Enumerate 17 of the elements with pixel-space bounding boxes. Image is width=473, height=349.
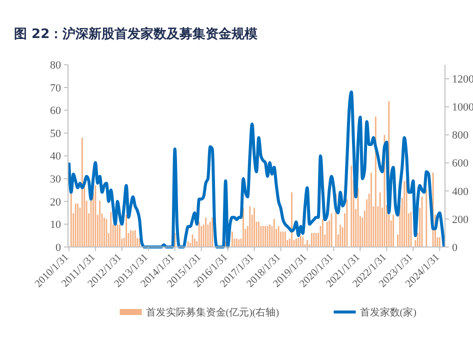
- y-tick-label: 50: [50, 128, 62, 140]
- y-tick-label: 30: [50, 173, 62, 186]
- y2-tick-label: 600: [452, 158, 469, 170]
- y2-tick-label: 800: [452, 130, 469, 142]
- y2-tick-label: 200: [452, 214, 469, 226]
- y2-tick-label: 400: [452, 186, 469, 198]
- y-tick-label: 10: [50, 219, 62, 232]
- y-tick-label: 20: [50, 196, 62, 208]
- chart-title: 图 22：沪深新股首发家数及募集资金规模: [14, 26, 258, 42]
- y-tick-label: 60: [50, 105, 62, 118]
- y-tick-label: 80: [50, 60, 62, 72]
- legend-label: 首发家数(家): [360, 306, 416, 318]
- y2-tick-label: 0: [452, 242, 458, 254]
- legend-label: 首发实际募集资金(亿元)(右轴): [146, 306, 280, 318]
- y-tick-label: 70: [50, 82, 62, 94]
- y-tick-label: 0: [56, 242, 62, 254]
- y-tick-label: 40: [50, 150, 62, 163]
